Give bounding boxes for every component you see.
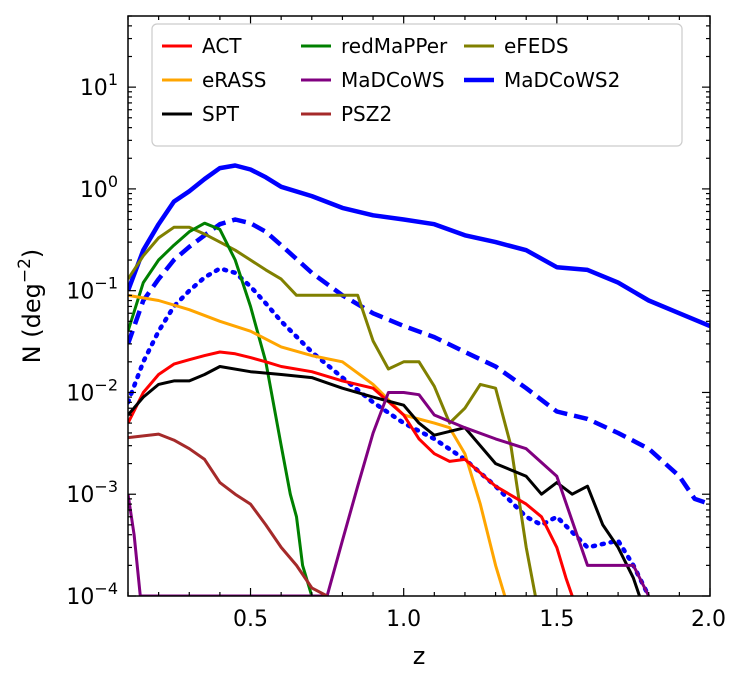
legend-label-redmapper: redMaPPer bbox=[341, 34, 448, 58]
series-line-act bbox=[128, 350, 574, 596]
legend-box bbox=[151, 23, 683, 147]
axes: 0.5 1.0 1.5 2.0 10−4 10−3 10−2 10−1 100 101 bbox=[66, 15, 726, 632]
series-line-madcows2 bbox=[128, 163, 710, 329]
series-line-redmapper bbox=[128, 221, 314, 596]
legend-label-madcows2: MaDCoWS2 bbox=[504, 68, 620, 92]
series-line-madcows2-dotted bbox=[128, 266, 651, 596]
x-tick-label: 1.0 bbox=[386, 607, 421, 632]
series-line-erass bbox=[128, 293, 507, 596]
legend: ACT eRASS SPT redMaPPer MaDCoWS PSZ2 eFEDS MaDC… bbox=[151, 23, 683, 147]
legend-label-erass: eRASS bbox=[202, 68, 266, 92]
legend-label-act: ACT bbox=[202, 34, 242, 58]
y-tick-label: 101 bbox=[80, 70, 118, 101]
legend-label-spt: SPT bbox=[202, 102, 240, 126]
series-line-madcows bbox=[128, 391, 651, 596]
y-axis-label: N (deg−2) bbox=[15, 249, 46, 364]
y-tick-label: 10−2 bbox=[66, 375, 118, 406]
series-line-madcows2-dashed bbox=[128, 217, 710, 507]
x-axis-label: z bbox=[413, 642, 426, 670]
y-tick-label: 10−4 bbox=[66, 579, 118, 610]
series-line-spt bbox=[128, 365, 641, 596]
y-tick-label: 10−3 bbox=[66, 477, 118, 508]
series-layer bbox=[128, 163, 710, 596]
x-tick-label: 2.0 bbox=[691, 607, 726, 632]
x-tick-label: 0.5 bbox=[233, 607, 268, 632]
y-tick-label: 10−1 bbox=[66, 274, 118, 305]
legend-label-madcows: MaDCoWS bbox=[341, 68, 445, 92]
x-tick-label: 1.5 bbox=[539, 607, 574, 632]
legend-label-psz2: PSZ2 bbox=[341, 102, 392, 126]
axis-labels: z N (deg−2) bbox=[15, 249, 425, 670]
series-line-psz2 bbox=[128, 432, 328, 596]
legend-label-efeds: eFEDS bbox=[504, 34, 569, 58]
series-line-efeds bbox=[128, 225, 537, 596]
y-tick-label: 100 bbox=[80, 172, 118, 203]
